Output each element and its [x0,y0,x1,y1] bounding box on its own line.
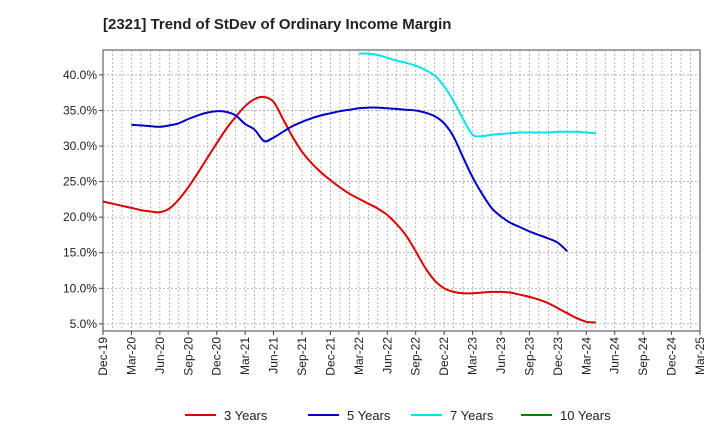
legend: 3 Years 5 Years 7 Years 10 Years [185,408,611,423]
legend-label-7-years: 7 Years [450,408,494,423]
x-tick-label: Jun-20 [153,337,167,374]
x-tick-label: Dec-21 [323,337,337,376]
y-tick-label: 25.0% [63,175,97,189]
vertical-gridlines [112,50,691,331]
x-tick-label: Jun-22 [380,337,394,374]
x-tick-label: Sep-20 [181,337,195,376]
x-tick-label: Mar-25 [693,337,707,375]
legend-label-5-years: 5 Years [347,408,391,423]
x-tick-label: Sep-24 [636,337,650,376]
legend-label-10-years: 10 Years [560,408,611,423]
x-tick-label: Mar-24 [579,337,593,375]
chart-title: [2321] Trend of StDev of Ordinary Income… [103,16,451,33]
x-tick-label: Jun-23 [494,337,508,374]
x-tick-label: Jun-24 [608,337,622,374]
x-tick-label: Sep-22 [409,337,423,376]
y-tick-label: 20.0% [63,210,97,224]
y-tick-label: 40.0% [63,68,97,82]
x-tick-label: Mar-22 [352,337,366,375]
x-axis-tick-labels: Dec-19 Mar-20 Jun-20 Sep-20 Dec-20 Mar-21 Jun-… [96,331,707,376]
y-tick-label: 5.0% [70,317,98,331]
plot-area [102,49,701,332]
legend-label-3-years: 3 Years [224,408,268,423]
x-tick-label: Dec-22 [437,337,451,376]
x-tick-label: Sep-23 [522,337,536,376]
series-line-5-years [131,106,568,253]
x-tick-label: Dec-23 [551,337,565,376]
y-tick-label: 35.0% [63,103,97,117]
y-tick-label: 10.0% [63,281,97,295]
y-tick-label: 15.0% [63,246,97,260]
series-line-3-years [102,95,596,324]
series-lines [102,52,596,324]
x-tick-label: Jun-21 [267,337,281,374]
x-tick-label: Mar-20 [124,337,138,375]
x-tick-label: Sep-21 [295,337,309,376]
x-tick-label: Dec-24 [665,337,679,376]
y-tick-label: 30.0% [63,139,97,153]
series-line-7-years [358,52,596,138]
x-tick-label: Mar-21 [238,337,252,375]
x-tick-label: Mar-23 [466,337,480,375]
x-tick-label: Dec-20 [210,337,224,376]
y-axis-tick-labels: 5.0% 10.0% 15.0% 20.0% 25.0% 30.0% 35.0% 40.0% [63,68,97,331]
horizontal-gridlines [99,74,700,325]
x-tick-label: Dec-19 [96,337,110,376]
